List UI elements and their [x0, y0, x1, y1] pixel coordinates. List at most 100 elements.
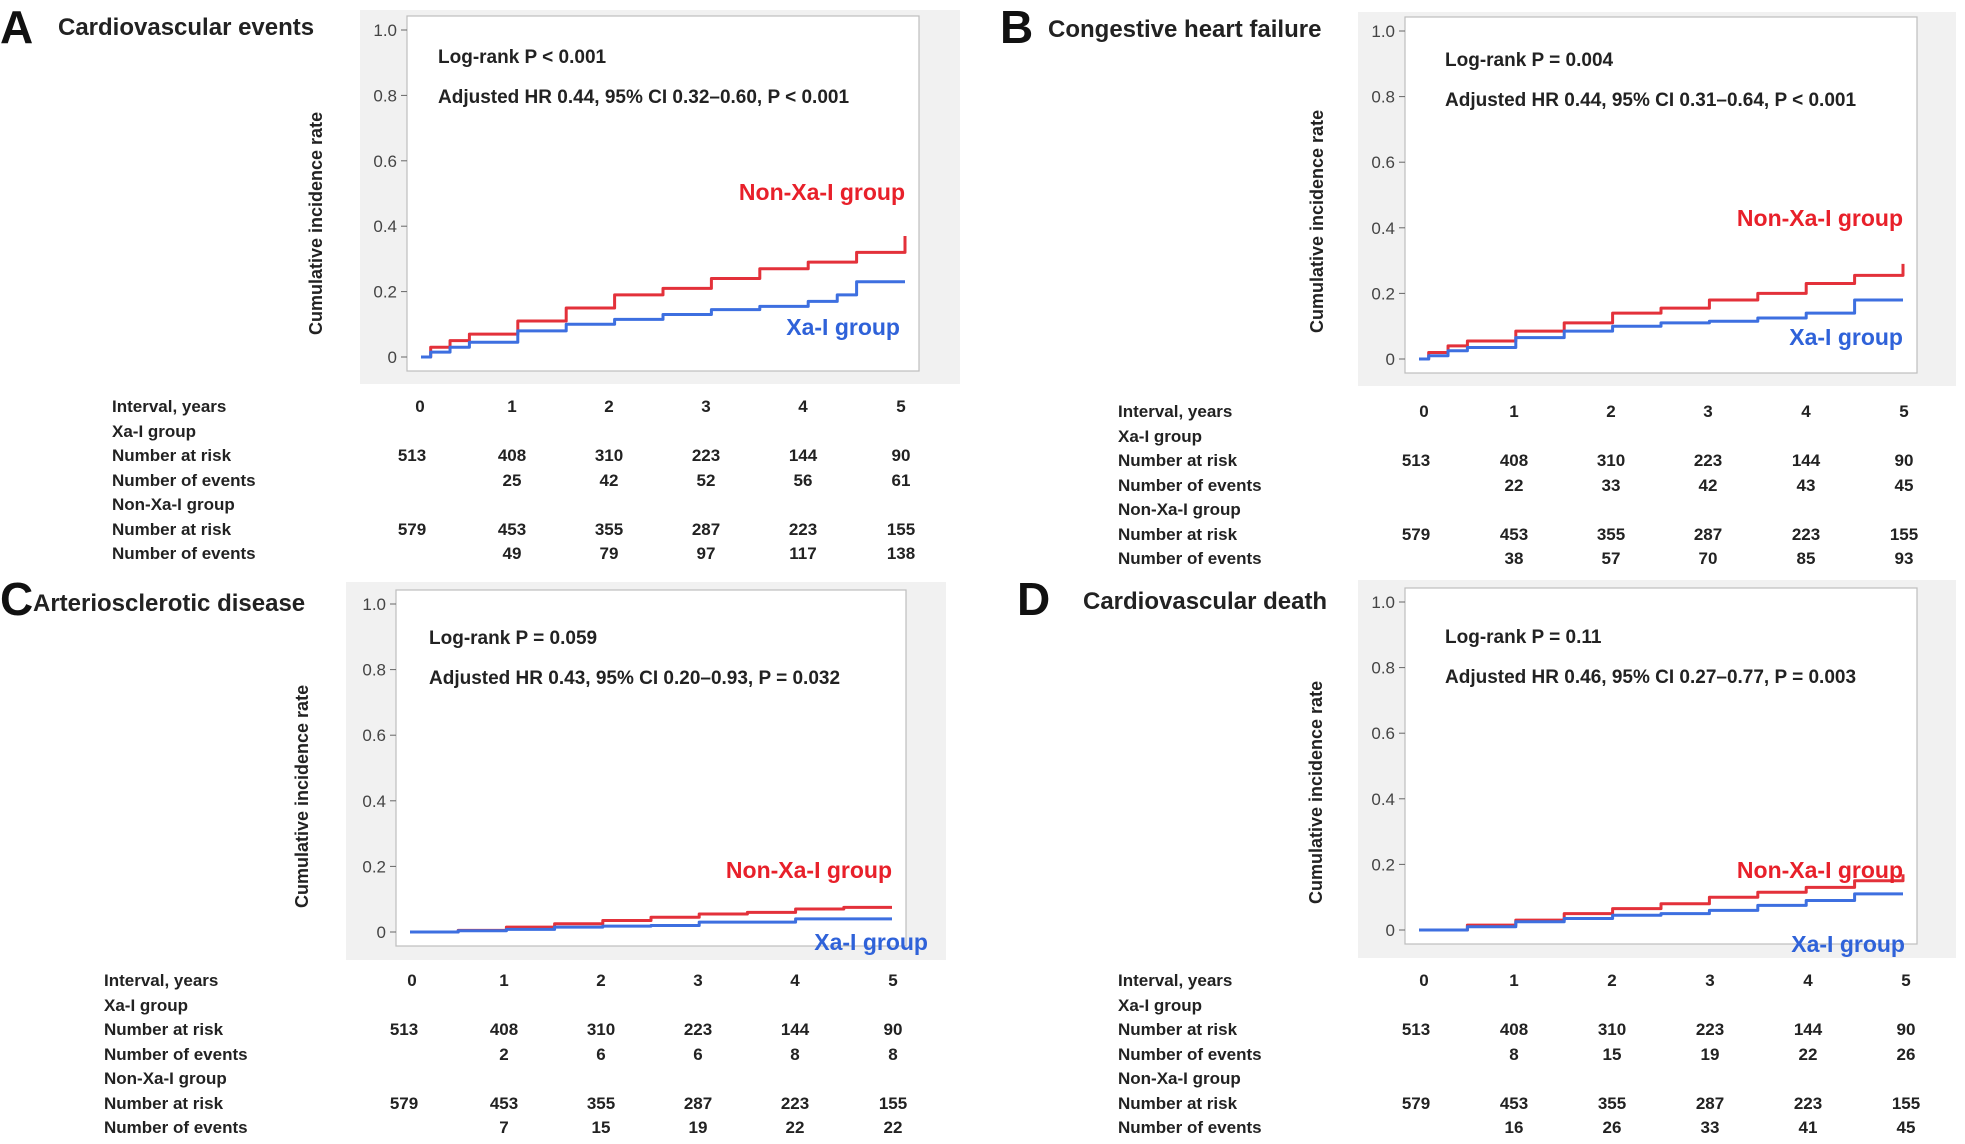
xa-i-label: Xa-I group — [1791, 931, 1905, 957]
xa-events-row: Number of events 2 6 6 8 8 — [104, 1043, 964, 1067]
panel-title: Cardiovascular death — [1083, 588, 1328, 615]
risk-cell: 223 — [788, 519, 818, 539]
y-tick-label: 0.2 — [362, 857, 386, 876]
non-xa-group-row: Non-Xa-I group — [1118, 1067, 1958, 1091]
risk-cell: 408 — [489, 1020, 519, 1039]
risk-row-label: Xa-I group — [1118, 995, 1203, 1015]
risk-cell: 138 — [886, 544, 916, 563]
risk-cell: 1 — [507, 397, 517, 416]
risk-row-label: Number at risk — [1118, 524, 1238, 544]
adjusted-hr: Adjusted HR 0.44, 95% CI 0.31–0.64, P < … — [1445, 90, 1857, 111]
non-xa-i-curve — [1419, 263, 1905, 361]
y-tick-label: 0.6 — [362, 726, 386, 745]
risk-cell: 117 — [789, 544, 817, 563]
risk-row-label: Number of events — [1118, 1118, 1262, 1137]
risk-cell: 223 — [1693, 451, 1723, 470]
y-tick-label: 0.4 — [362, 792, 386, 811]
risk-cell: 453 — [1499, 1093, 1529, 1113]
risk-cell: 355 — [586, 1093, 616, 1113]
y-tick-label: 0 — [1386, 921, 1395, 940]
adjusted-hr: Adjusted HR 0.43, 95% CI 0.20–0.93, P = … — [429, 668, 841, 689]
risk-cell: 61 — [891, 470, 911, 490]
xa-group-row: Xa-I group — [1118, 425, 1958, 449]
risk-row-label: Non-Xa-I group — [1118, 500, 1241, 519]
panel-title: Arteriosclerotic disease — [33, 590, 306, 617]
non-xa-risk-row: Number at risk 579 453 355 287 223 155 — [1118, 1092, 1958, 1116]
risk-table: Interval, years 0 1 2 3 4 5 Xa-I group Number at… — [1118, 969, 1958, 1139]
km-plot: 0 0.2 0.4 0.6 0.8 1.0 Non-Xa-I group Xa-I group — [1371, 16, 1918, 374]
y-tick-label: 0.4 — [1371, 219, 1395, 238]
risk-cell: 22 — [883, 1118, 903, 1137]
risk-cell: 2 — [499, 1044, 509, 1064]
risk-cell: 90 — [883, 1020, 903, 1039]
panel-b: B Congestive heart failure Cumulative in… — [1000, 0, 1965, 570]
non-xa-risk-row: Number at risk 579 453 355 287 223 155 — [104, 1092, 964, 1116]
risk-cell: 4 — [790, 971, 800, 990]
risk-table: Interval, years 0 1 2 3 4 5 Xa-I group Number at… — [104, 969, 964, 1139]
risk-cell: 5 — [888, 971, 898, 990]
risk-cell: 287 — [1693, 524, 1723, 544]
risk-cell: 579 — [397, 519, 427, 539]
risk-cell: 155 — [878, 1093, 908, 1113]
risk-row-label: Number of events — [104, 1044, 248, 1064]
risk-cell: 513 — [1401, 1020, 1431, 1039]
risk-row-label: Xa-I group — [104, 995, 189, 1015]
risk-cell: 0 — [1419, 971, 1429, 990]
y-tick-label: 0.2 — [1371, 855, 1395, 874]
y-tick-label: 0.8 — [1371, 659, 1395, 678]
risk-row-label: Interval, years — [104, 971, 219, 990]
stats-text: Log-rank P = 0.11 Adjusted HR 0.46, 95% … — [1445, 618, 1856, 698]
risk-row-label: Number of events — [112, 470, 256, 490]
risk-cell: 355 — [1597, 1093, 1627, 1113]
risk-cell: 79 — [599, 544, 619, 563]
risk-cell: 513 — [397, 446, 427, 465]
risk-cell: 453 — [497, 519, 527, 539]
risk-cell: 19 — [1700, 1044, 1720, 1064]
risk-row-label: Number at risk — [112, 446, 232, 465]
km-plot: 0 0.2 0.4 0.6 0.8 1.0 Non-Xa-I group Xa-I group — [1371, 587, 1918, 957]
panel-d: D Cardiovascular death Cumulative incide… — [1000, 572, 1965, 1142]
risk-row-label: Number at risk — [104, 1093, 224, 1113]
risk-cell: 355 — [1596, 524, 1626, 544]
non-xa-i-label: Non-Xa-I group — [726, 857, 892, 883]
risk-cell: 4 — [798, 397, 808, 416]
interval-row: Interval, years 0 1 2 3 4 5 — [104, 969, 964, 993]
xa-i-label: Xa-I group — [786, 314, 900, 340]
risk-cell: 22 — [1798, 1044, 1818, 1064]
risk-cell: 42 — [1698, 475, 1718, 495]
xa-i-label: Xa-I group — [1789, 324, 1903, 350]
risk-cell: 579 — [389, 1093, 419, 1113]
non-xa-risk-row: Number at risk 579 453 355 287 223 155 — [112, 518, 972, 542]
risk-cell: 38 — [1504, 549, 1524, 568]
plot-frame — [1404, 587, 1918, 945]
risk-cell: 223 — [1791, 524, 1821, 544]
non-xa-i-label: Non-Xa-I group — [1737, 857, 1903, 883]
xa-events-row: Number of events 22 33 42 43 45 — [1118, 474, 1958, 498]
risk-cell: 26 — [1896, 1044, 1916, 1064]
xa-events-row: Number of events 25 42 52 56 61 — [112, 469, 972, 493]
risk-cell: 85 — [1796, 549, 1816, 568]
y-tick-label: 0.6 — [1371, 724, 1395, 743]
risk-cell: 579 — [1401, 524, 1431, 544]
risk-cell: 155 — [1891, 1093, 1921, 1113]
y-tick-label: 0 — [1386, 350, 1395, 369]
risk-cell: 310 — [594, 446, 624, 465]
risk-cell: 355 — [594, 519, 624, 539]
panel-title: Congestive heart failure — [1048, 16, 1322, 43]
risk-cell: 6 — [693, 1044, 703, 1064]
risk-cell: 2 — [1606, 402, 1616, 421]
risk-cell: 287 — [1695, 1093, 1725, 1113]
risk-row-label: Number at risk — [112, 519, 232, 539]
panel-title: Cardiovascular events — [58, 14, 315, 41]
risk-row-label: Non-Xa-I group — [112, 495, 235, 514]
log-rank-p: Log-rank P < 0.001 — [438, 47, 607, 68]
xa-i-curve — [421, 280, 905, 359]
risk-cell: 57 — [1601, 549, 1621, 568]
risk-cell: 579 — [1401, 1093, 1431, 1113]
xa-i-curve — [1419, 892, 1903, 932]
risk-row-label: Number of events — [1118, 549, 1262, 568]
xa-events-row: Number of events 8 15 19 22 26 — [1118, 1043, 1958, 1067]
risk-cell: 0 — [415, 397, 425, 416]
risk-cell: 26 — [1602, 1118, 1622, 1137]
y-tick-label: 0.8 — [362, 661, 386, 680]
